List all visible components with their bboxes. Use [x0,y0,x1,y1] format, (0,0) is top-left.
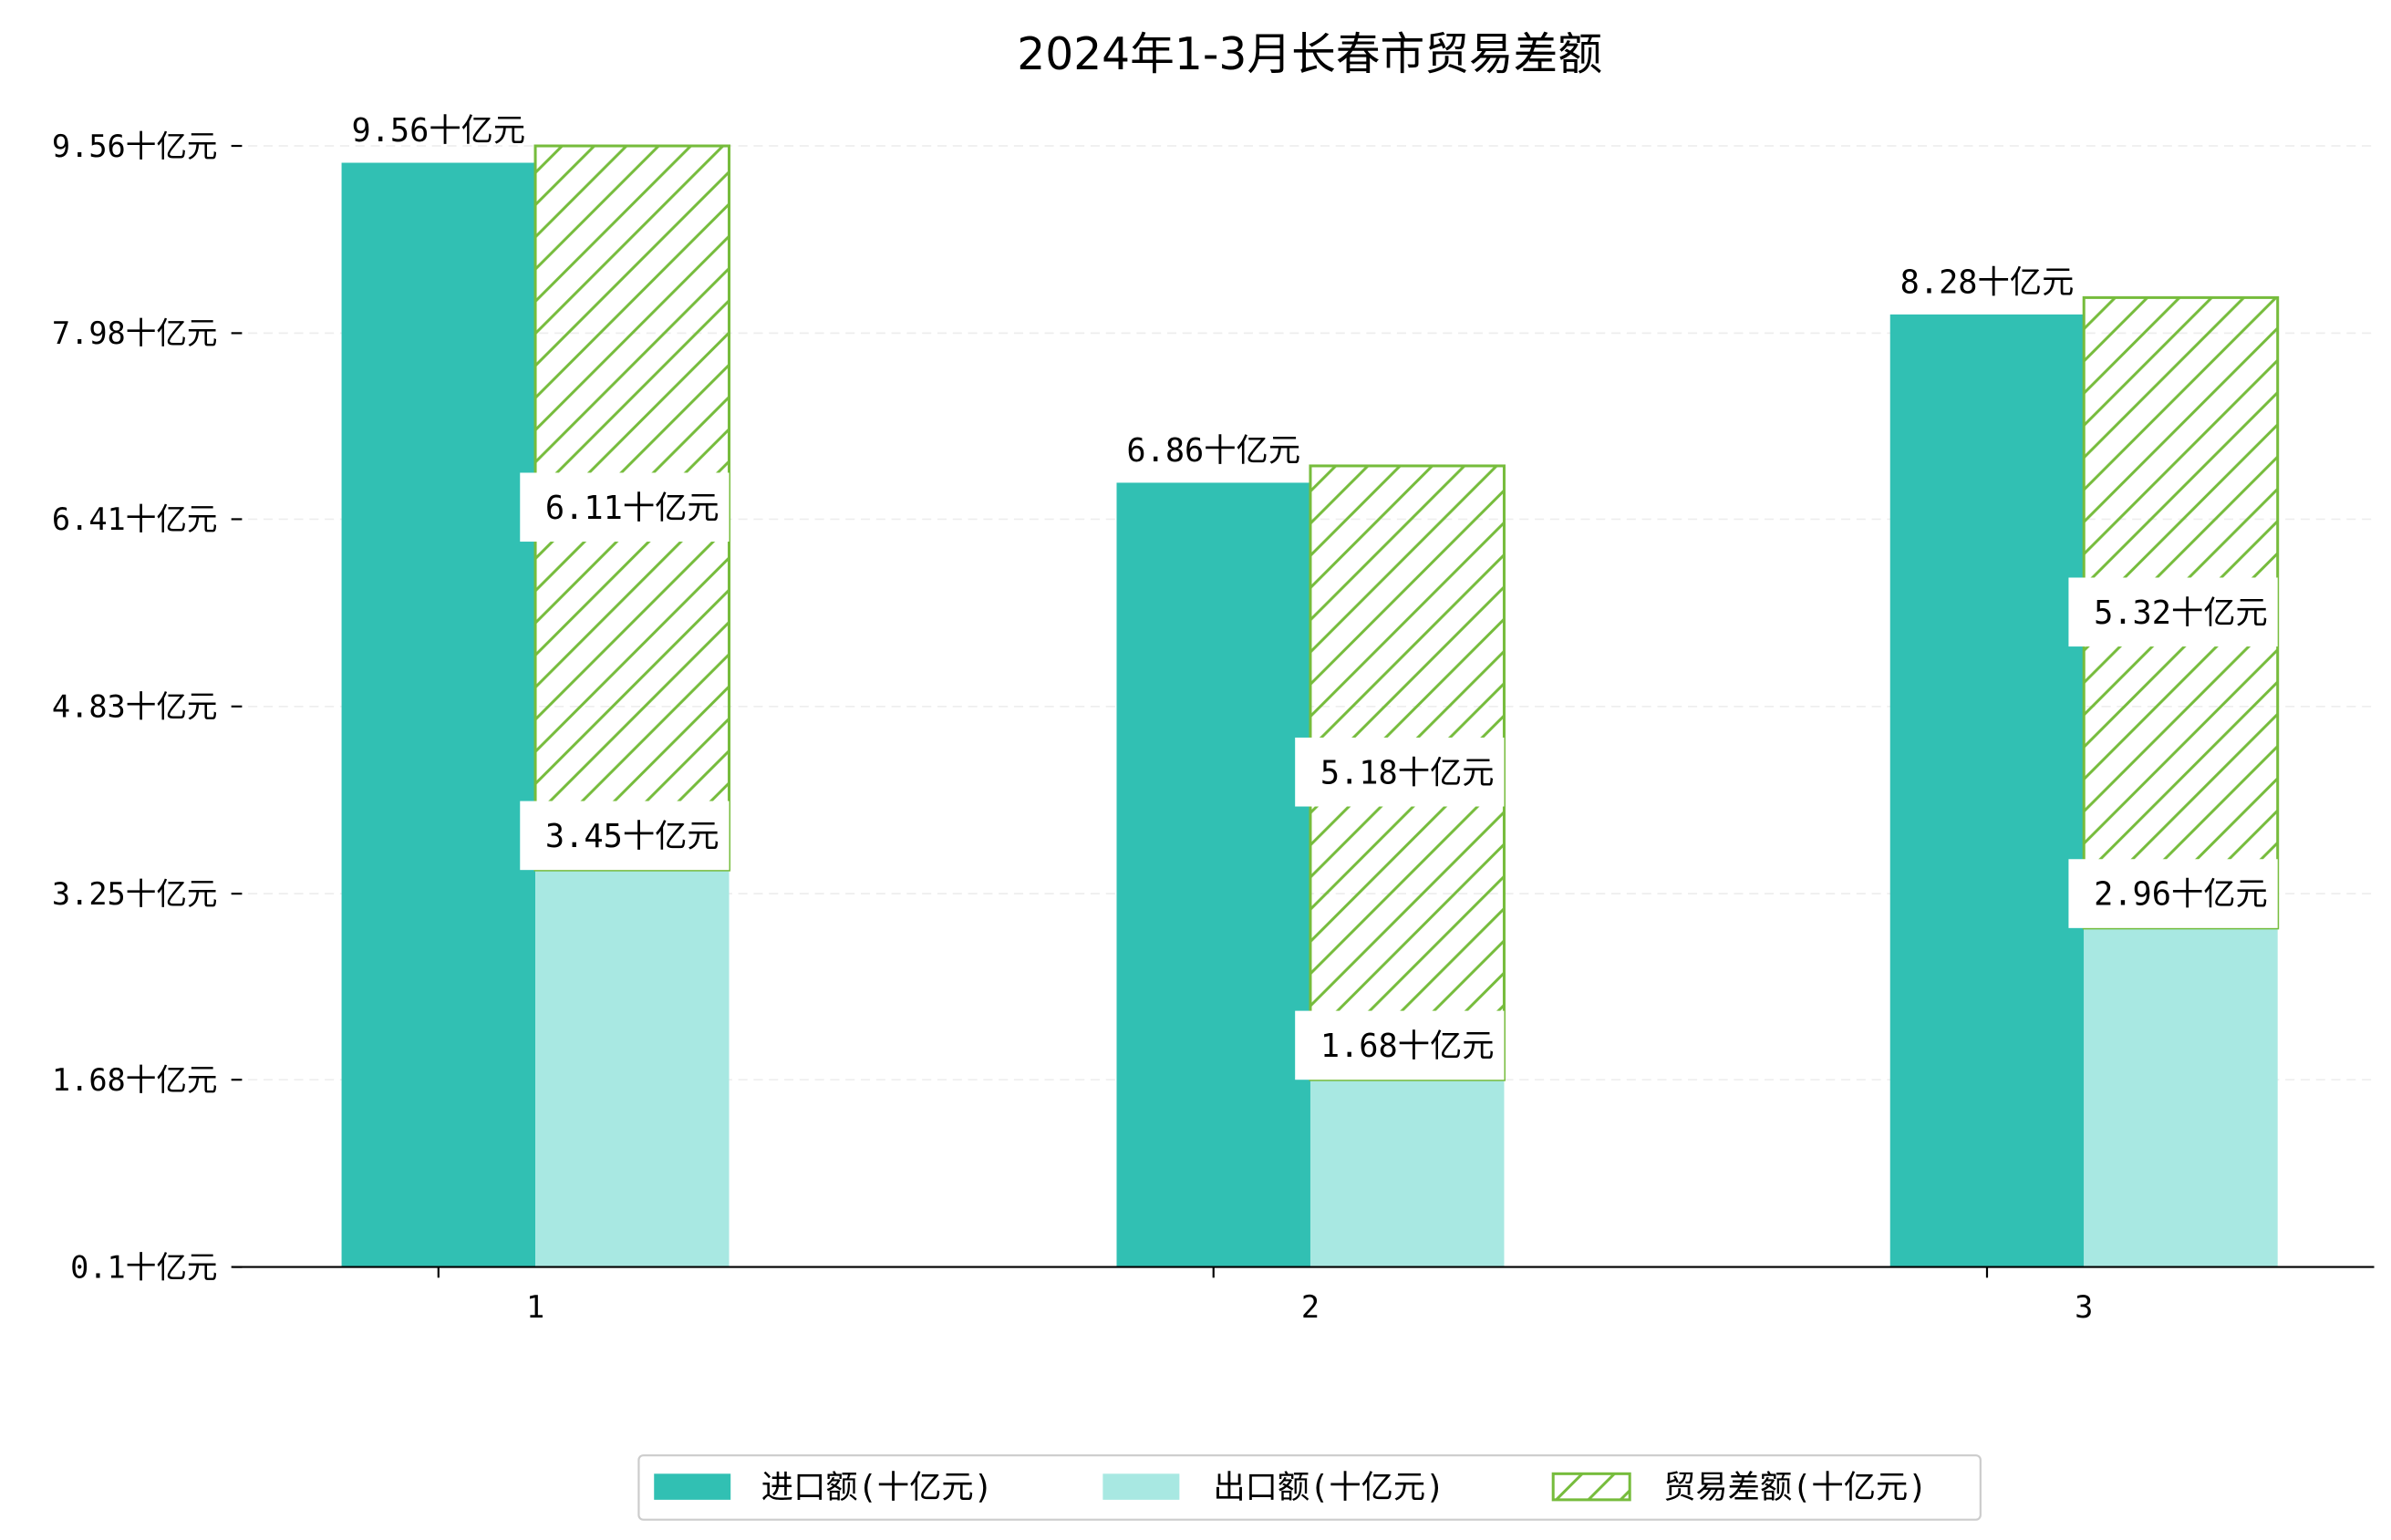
import-value-label: 6.86十亿元 [1126,432,1300,470]
trade-balance-value-label: 6.11十亿元 [545,490,719,527]
y-tick-label: 7.98十亿元 [52,315,218,351]
export-value-label: 1.68十亿元 [1320,1028,1495,1065]
import-bar [1889,314,2085,1267]
label-background [520,801,730,871]
y-tick-label: 4.83十亿元 [52,689,218,725]
trade-balance-value-label: 5.18十亿元 [1320,754,1495,791]
legend: 进口额(十亿元) 出口额(十亿元) 贸易差额(十亿元) [637,1454,1982,1521]
trade-balance-value-label: 5.32十亿元 [2094,594,2268,632]
export-bar [1309,1080,1505,1267]
label-background [2068,859,2278,928]
import-value-label: 9.56十亿元 [351,112,525,150]
label-background [2068,577,2278,647]
chart-title: 2024年1-3月长春市贸易差额 [1017,29,1602,80]
y-tick-label: 1.68十亿元 [52,1062,218,1098]
label-background [520,472,730,543]
export-value-label: 2.96十亿元 [2094,876,2268,914]
y-tick-label: 6.41十亿元 [52,501,218,537]
export-bar [535,870,730,1267]
label-background [1295,737,1505,807]
x-tick-label: 2 [1301,1289,1320,1325]
import-value-label: 8.28十亿元 [1900,264,2075,301]
export-bar [2084,927,2278,1267]
import-bar [1116,482,1310,1267]
y-tick-label: 0.1十亿元 [70,1249,217,1285]
y-tick-label: 3.25十亿元 [52,876,218,912]
label-background [1295,1010,1505,1080]
export-value-label: 3.45十亿元 [545,818,719,855]
legend-label: 出口额(十亿元) [1213,1469,1444,1506]
x-tick-label: 1 [526,1289,544,1325]
legend-swatch [1102,1473,1180,1500]
legend-label: 贸易差额(十亿元) [1663,1469,1927,1506]
x-tick-label: 3 [2075,1289,2093,1325]
legend-label: 进口额(十亿元) [761,1469,993,1506]
legend-swatch [1551,1472,1631,1502]
legend-swatch [654,1473,731,1500]
y-tick-label: 9.56十亿元 [52,129,218,164]
import-bar [341,162,536,1267]
